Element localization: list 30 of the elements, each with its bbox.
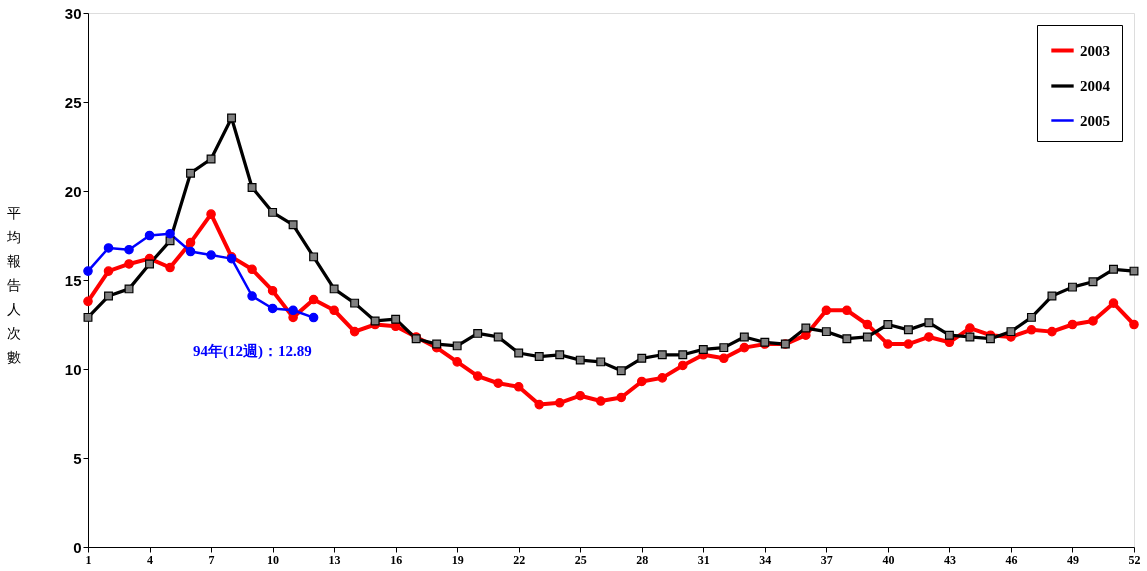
x-tick-label: 1 <box>85 552 92 567</box>
x-tick-label: 7 <box>208 552 215 567</box>
y-tick-label: 15 <box>64 271 82 289</box>
x-tick-label: 49 <box>1066 552 1079 567</box>
y-tick-label: 30 <box>64 4 82 22</box>
x-tick-label: 34 <box>759 552 772 567</box>
y-tick-label: 5 <box>73 449 82 467</box>
y-axis-title: 平均報告人次數 <box>5 205 21 365</box>
x-tick-label: 46 <box>1005 552 1018 567</box>
legend-label: 2003 <box>1080 42 1110 59</box>
x-tick-label: 4 <box>147 552 154 567</box>
x-tick-label: 10 <box>267 552 280 567</box>
y-tick-label: 0 <box>73 538 82 556</box>
legend-label: 2004 <box>1080 78 1111 94</box>
x-tick-label: 37 <box>820 552 833 567</box>
x-tick-label: 28 <box>636 552 649 567</box>
x-tick-label: 16 <box>390 552 403 567</box>
x-tick-label: 13 <box>328 552 341 567</box>
x-tick-label: 40 <box>882 552 895 567</box>
x-tick-label: 31 <box>697 552 710 567</box>
x-tick-label: 19 <box>451 552 464 567</box>
x-tick-label: 22 <box>513 552 526 567</box>
x-tick-label: 43 <box>943 552 956 567</box>
x-tick-label: 25 <box>574 552 587 567</box>
x-tick-label: 52 <box>1128 552 1141 567</box>
annotation: 94年(12週)：12.89 <box>193 343 312 360</box>
legend-label: 2005 <box>1080 112 1110 129</box>
y-tick-label: 25 <box>64 93 82 111</box>
y-tick-label: 10 <box>64 360 82 378</box>
y-tick-label: 20 <box>64 182 82 200</box>
